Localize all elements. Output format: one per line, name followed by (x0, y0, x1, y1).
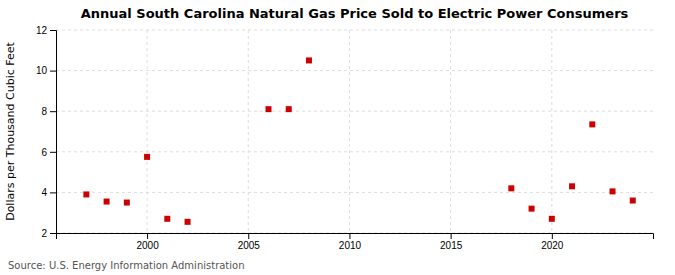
tick-label: 2010 (339, 240, 362, 251)
point (164, 216, 170, 222)
tick: 12 (36, 25, 56, 36)
tick-label: 2015 (440, 240, 463, 251)
tick: 2010 (339, 233, 362, 251)
tick-mark (349, 233, 350, 239)
grid-line (450, 30, 451, 233)
grid-line (147, 30, 148, 233)
tick-mark (552, 233, 553, 239)
point (286, 106, 292, 112)
tick: 2000 (136, 233, 159, 251)
tick: 8 (41, 106, 56, 117)
tick-label: 2005 (238, 240, 261, 251)
point (610, 188, 616, 194)
grid-line (56, 111, 653, 112)
x-axis: 2000 2005 2010 2015 2020 (57, 233, 654, 251)
point (144, 154, 150, 160)
point (529, 206, 535, 212)
tick-mark (50, 233, 56, 234)
point (83, 191, 89, 197)
axis-line (50, 31, 57, 234)
grid-line (56, 70, 653, 71)
tick-label: 8 (41, 106, 47, 117)
tick-mark (50, 152, 56, 153)
point (569, 183, 575, 189)
tick: 2020 (541, 233, 564, 251)
tick: 4 (41, 187, 56, 198)
grid-line (56, 192, 653, 193)
annotation: Source: U.S. Energy Information Administ… (8, 260, 245, 271)
tick-mark (248, 233, 249, 239)
tick-label: 4 (41, 187, 47, 198)
point (630, 198, 636, 204)
tick-label: 2000 (136, 240, 159, 251)
point (549, 216, 555, 222)
grid-line (551, 30, 552, 233)
points (83, 57, 635, 224)
tick: 2 (41, 228, 56, 239)
tick-label: 2 (41, 228, 47, 239)
tick-label: 10 (36, 65, 48, 76)
point (306, 57, 312, 63)
grid-line (248, 30, 249, 233)
grid-line (349, 30, 350, 233)
grid-line (56, 151, 653, 152)
title: Annual South Carolina Natural Gas Price … (81, 6, 629, 21)
tick-mark (50, 111, 56, 112)
point (104, 199, 110, 205)
y-axis: 2 4 6 8 10 12 (36, 25, 57, 239)
tick: 2005 (238, 233, 261, 251)
plot: 2000 2005 2010 2015 2020 2 4 6 8 10 12 (36, 25, 654, 251)
tick: 2015 (440, 233, 463, 251)
tick-label: 12 (36, 25, 48, 36)
grid (56, 30, 653, 233)
point (265, 106, 271, 112)
tick-mark (50, 30, 56, 31)
point (185, 219, 191, 225)
point (589, 121, 595, 127)
tick-mark (451, 233, 452, 239)
tick-mark (50, 71, 56, 72)
tick-mark (147, 233, 148, 239)
tick-mark (50, 192, 56, 193)
point (508, 185, 514, 191)
tick-label: 2020 (541, 240, 564, 251)
y-label: Dollars per Thousand Cubic Feet (4, 41, 17, 220)
chart: 2000 2005 2010 2015 2020 2 4 6 8 10 12 Annual South… (0, 0, 675, 275)
point (124, 200, 130, 206)
tick: 6 (41, 147, 56, 158)
axis-line (57, 234, 654, 240)
tick: 10 (36, 65, 56, 76)
tick-label: 6 (41, 147, 47, 158)
grid-line (56, 30, 653, 31)
